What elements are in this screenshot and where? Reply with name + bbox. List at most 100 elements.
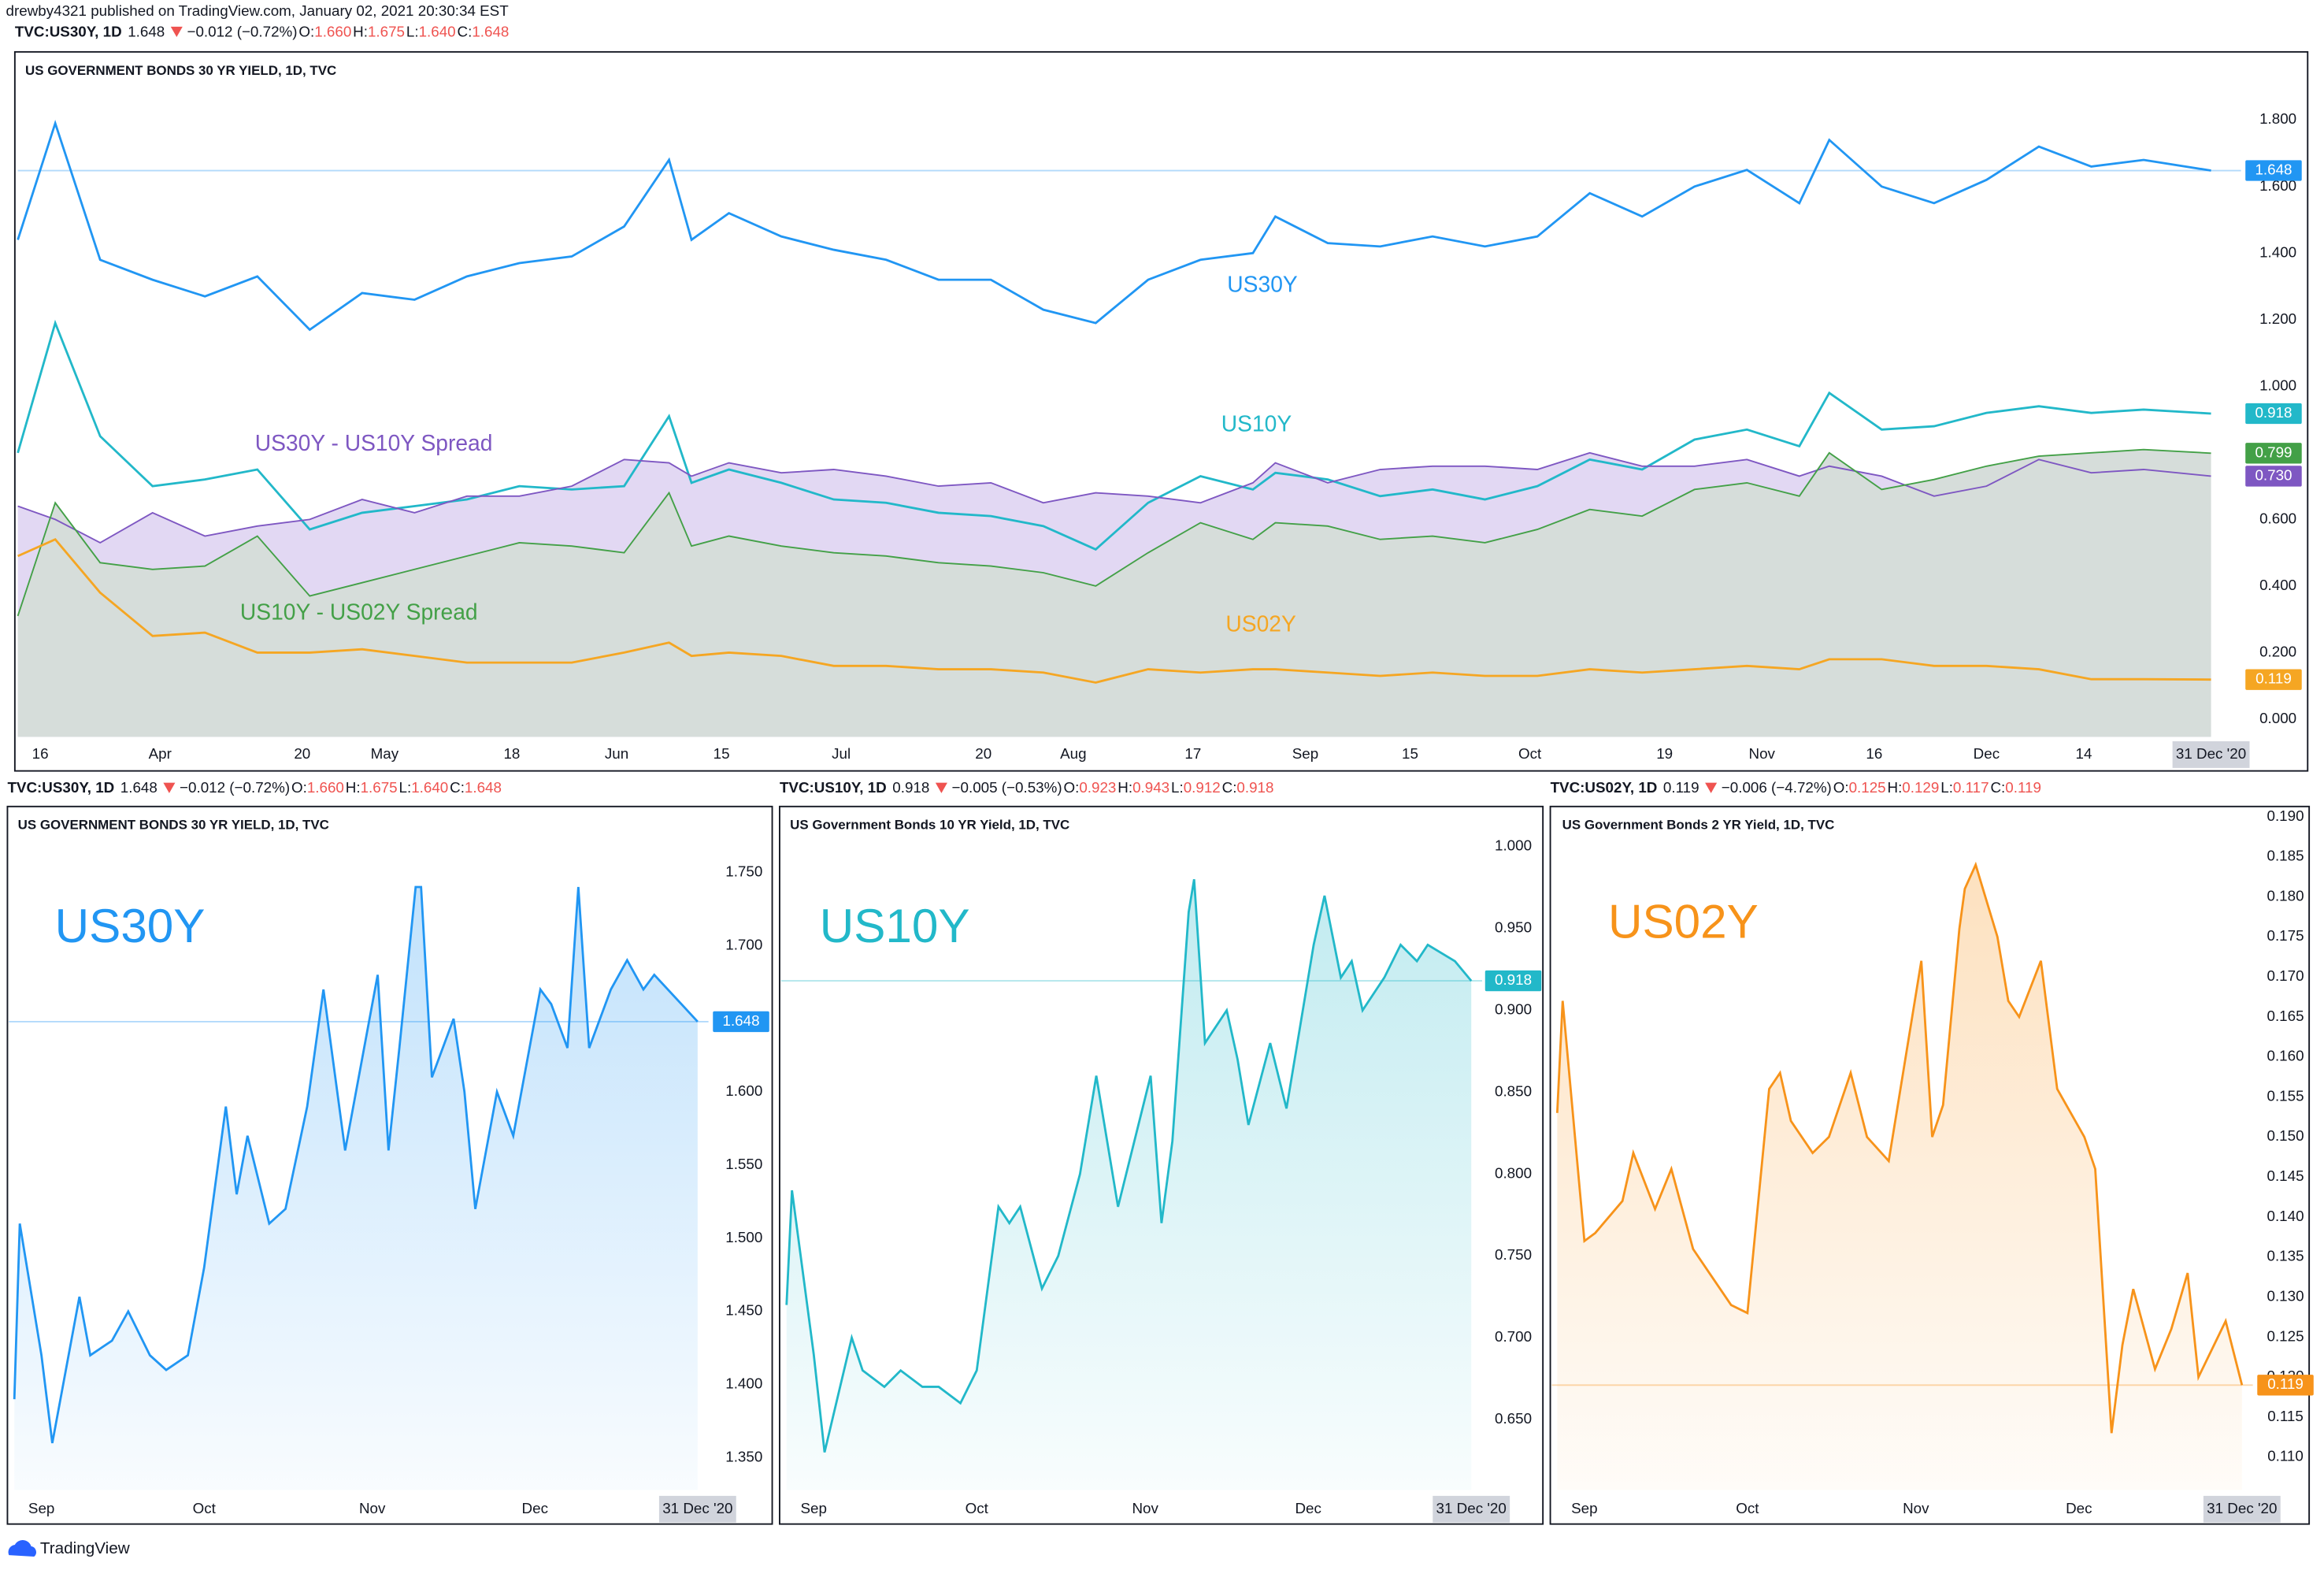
y-tick-label: 0.125 [2267, 1327, 2304, 1344]
x-tick-label: Aug [1060, 745, 1086, 762]
footer-logo [8, 1540, 36, 1557]
quote-ohlc-value: 0.119 [2005, 779, 2041, 796]
y-tick-label: 1.000 [2259, 377, 2296, 393]
series-line [13, 885, 699, 1444]
series-annotation: US30Y [1227, 272, 1298, 297]
x-tick-label: Sep [801, 1500, 827, 1516]
x-tick-label: Nov [359, 1500, 386, 1516]
price-tag [713, 1011, 769, 1033]
price-tag-label: 0.119 [2255, 670, 2292, 687]
price-tag-label: 0.918 [1495, 971, 1532, 988]
quote-ohlc-value: 1.675 [368, 23, 405, 39]
logo-icon [8, 1540, 36, 1557]
y-tick-label: 0.140 [2267, 1208, 2304, 1224]
chart-title: US Government Bonds 10 YR Yield, 1D, TVC [790, 818, 1069, 833]
quote-symbol: TVC:US30Y, 1D [15, 23, 122, 39]
chart-title: US GOVERNMENT BONDS 30 YR YIELD, 1D, TVC [25, 63, 336, 78]
price-tag-label: 0.799 [2255, 444, 2292, 460]
chart-title: US GOVERNMENT BONDS 30 YR YIELD, 1D, TVC [18, 818, 329, 833]
quote-change: −0.012 (−0.72%) [180, 779, 290, 796]
series-annotation: US02Y [1225, 611, 1296, 637]
y-tick-label: 0.700 [1495, 1328, 1532, 1345]
y-tick-label: 0.800 [1495, 1164, 1532, 1181]
y-tick-label: 0.600 [2259, 510, 2296, 526]
x-tick-label: 20 [975, 745, 991, 762]
price-tag [2245, 160, 2302, 181]
y-tick-label: 0.750 [1495, 1246, 1532, 1263]
quote-ohlc-value: 0.912 [1184, 779, 1221, 796]
x-tick-label: Sep [1571, 1500, 1597, 1516]
date-label: 31 Dec '20 [2176, 745, 2246, 762]
price-tag-label: 1.648 [2255, 161, 2292, 177]
y-tick-label: 0.155 [2267, 1087, 2304, 1104]
down-arrow [1705, 782, 1718, 793]
x-tick-label: Oct [193, 1500, 217, 1516]
quote-ohlc-label: C: [1990, 779, 2005, 796]
quote-ohlc-label: O: [1063, 779, 1079, 796]
quote-change: −0.005 (−0.53%) [952, 779, 1062, 796]
y-tick-label: 1.400 [725, 1375, 762, 1392]
series-big-label: US10Y [820, 899, 970, 952]
y-tick-label: 1.600 [2259, 177, 2296, 194]
area [14, 886, 698, 1490]
price-tag [1484, 970, 1542, 992]
x-tick-label: Jun [605, 745, 628, 762]
down-arrow [163, 782, 176, 793]
quote-ohlc-value: 1.660 [307, 779, 344, 796]
x-tick-label: 19 [1656, 745, 1673, 762]
series-line [17, 538, 2211, 684]
series-line [17, 119, 2211, 332]
y-tick-label: 0.115 [2267, 1408, 2304, 1424]
quote-ohlc-label: L: [399, 779, 412, 796]
price-tag [2245, 403, 2302, 425]
quote-ohlc-value: 0.129 [1902, 779, 1939, 796]
quote-ohlc-value: 1.660 [314, 23, 351, 39]
y-tick-label: 0.200 [2259, 643, 2296, 659]
series-big-label: US02Y [1608, 894, 1759, 948]
y-tick-label: 0.135 [2267, 1248, 2304, 1264]
x-tick-label: 15 [714, 745, 730, 762]
price-tag [2245, 443, 2302, 464]
quote-ohlc-label: L: [1940, 779, 1953, 796]
quote-ohlc-value: 1.648 [472, 23, 509, 39]
y-tick-label: 1.500 [725, 1229, 762, 1245]
series-line [17, 451, 2211, 544]
area [1557, 864, 2242, 1490]
y-tick-label: 0.165 [2267, 1008, 2304, 1024]
y-tick-label: 0.145 [2267, 1167, 2304, 1184]
y-tick-label: 0.170 [2267, 967, 2304, 984]
quote-symbol: TVC:US02Y, 1D [1551, 779, 1658, 796]
series-line [17, 319, 2211, 551]
quote-ohlc-label: C: [450, 779, 465, 796]
x-tick-label: Dec [522, 1500, 548, 1516]
date-label-box [2203, 1495, 2281, 1523]
x-tick-label: 15 [1402, 745, 1418, 762]
quote-last: 1.648 [120, 779, 158, 796]
y-tick-label: 0.130 [2267, 1287, 2304, 1304]
quote-last: 0.918 [892, 779, 929, 796]
quote-ohlc-value: 0.117 [1953, 779, 1989, 796]
down-arrow [935, 782, 947, 793]
y-tick-label: 0.190 [2267, 807, 2304, 824]
quote-ohlc-label: C: [1222, 779, 1237, 796]
series-annotation: US10Y [1221, 411, 1292, 436]
y-tick-label: 0.650 [1495, 1410, 1532, 1427]
quote-last: 1.648 [128, 23, 165, 39]
date-label: 31 Dec '20 [662, 1500, 732, 1516]
y-tick-label: 1.600 [725, 1082, 762, 1099]
quote-ohlc-value: 1.675 [361, 779, 398, 796]
date-label: 31 Dec '20 [2207, 1500, 2277, 1516]
x-tick-label: Oct [966, 1500, 989, 1516]
price-tag [2245, 669, 2302, 690]
x-tick-label: 16 [32, 745, 49, 762]
date-label-box [1433, 1495, 1510, 1523]
y-tick-label: 1.450 [725, 1302, 762, 1319]
quote-change: −0.012 (−0.72%) [187, 23, 297, 39]
price-tag-label: 1.648 [722, 1012, 759, 1029]
x-tick-label: Sep [1292, 745, 1318, 762]
quote-ohlc-value: 1.640 [411, 779, 448, 796]
quote-ohlc-label: C: [458, 23, 473, 39]
quote-ohlc-label: H: [353, 23, 368, 39]
quote-ohlc-value: 0.918 [1236, 779, 1273, 796]
